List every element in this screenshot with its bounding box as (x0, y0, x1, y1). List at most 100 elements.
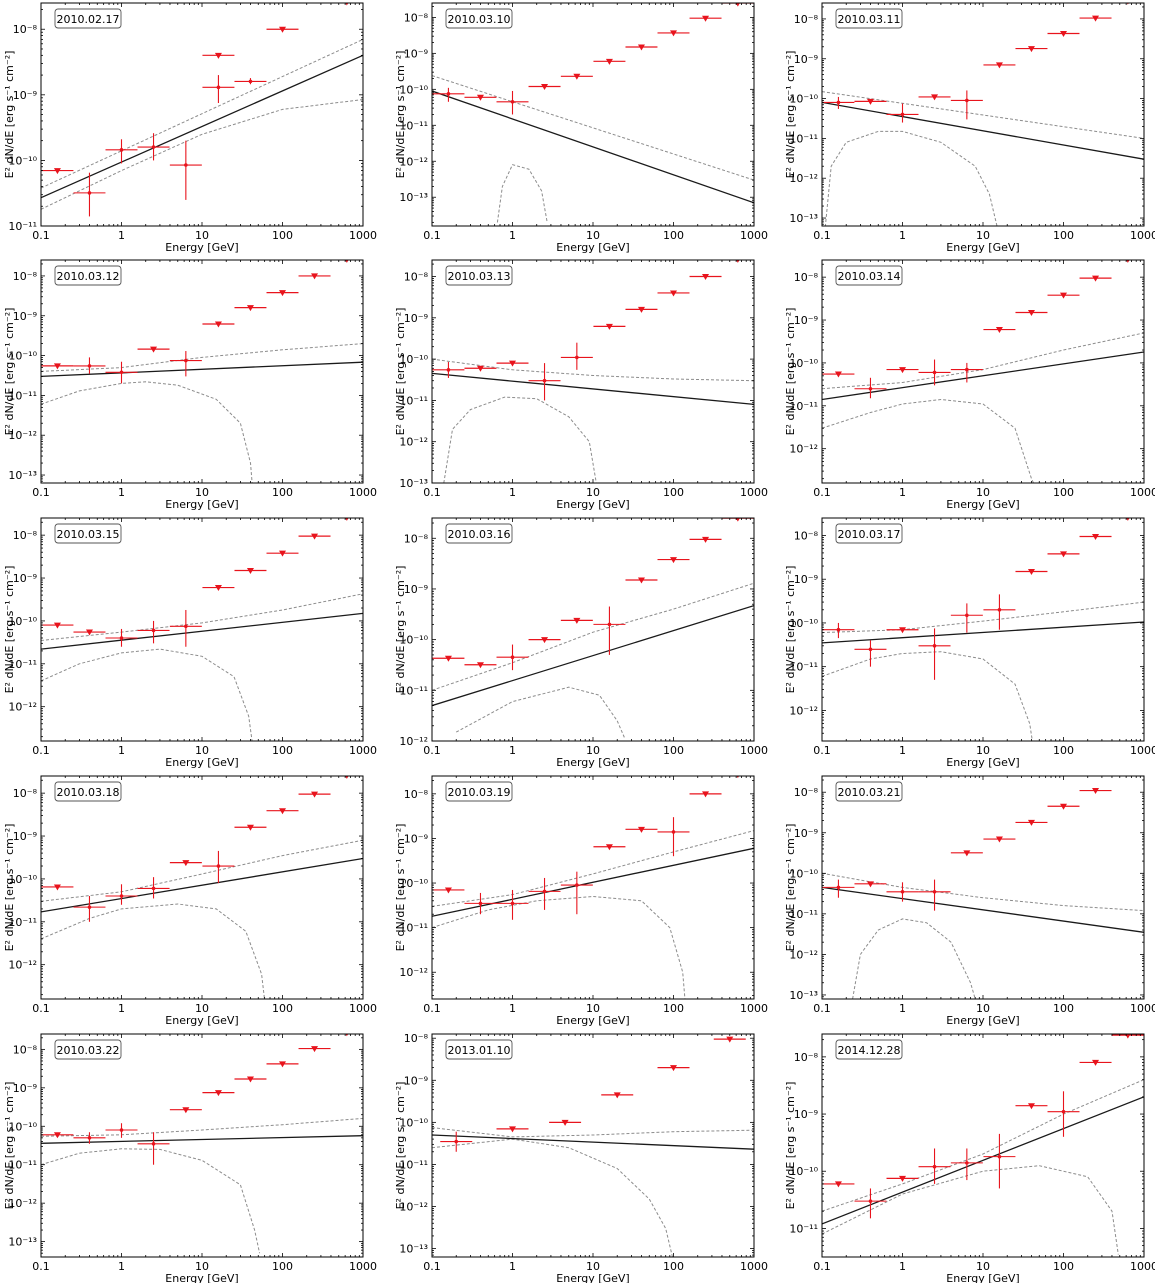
date-label-box (445, 781, 513, 802)
y-tick-label: 10⁻¹¹ (399, 119, 428, 132)
x-tick-label: 1000 (1130, 1260, 1155, 1273)
data-point (119, 894, 124, 898)
data-point (932, 1164, 937, 1169)
data-point (510, 901, 515, 906)
y-tick-label: 10⁻⁹ (13, 89, 37, 102)
data-point (119, 370, 124, 375)
x-tick-label: 1 (899, 229, 906, 242)
upper-limit-marker (995, 62, 1003, 69)
data-point (119, 1128, 124, 1132)
y-tick-label: 10⁻⁹ (404, 1074, 428, 1087)
x-tick-label: 1 (899, 1260, 906, 1273)
data-point (542, 378, 547, 383)
x-tick-label: 100 (1053, 229, 1074, 242)
upper-limit-marker (866, 98, 874, 105)
date-label-box (445, 8, 513, 29)
data-point (900, 112, 905, 117)
upper-limit-marker (736, 776, 740, 779)
y-tick-label: 10⁻¹¹ (8, 220, 37, 233)
upper-limit-marker (637, 306, 645, 313)
x-axis-label: Energy [GeV] (556, 1272, 629, 1283)
date-label-box (835, 8, 903, 29)
plot-area (822, 1034, 1144, 1255)
x-tick-label: 1 (509, 229, 516, 242)
upper-limit-marker (246, 824, 254, 831)
upper-limit-marker (735, 3, 740, 7)
upper-limit-marker (1027, 819, 1035, 826)
upper-limit-marker (476, 94, 484, 101)
data-point (151, 145, 156, 149)
x-axis-label: Energy [GeV] (165, 1014, 238, 1027)
x-tick-label: 10 (195, 744, 209, 757)
y-tick-label: 10⁻⁹ (13, 572, 37, 585)
x-tick-label: 1 (509, 486, 516, 499)
upper-limit-marker (1027, 309, 1035, 316)
axes-frame (40, 517, 364, 742)
x-tick-label: 100 (272, 1260, 293, 1273)
x-tick-label: 10 (195, 1260, 209, 1273)
data-point (446, 92, 451, 96)
x-tick-label: 10 (195, 229, 209, 242)
date-label: 2010.03.14 (838, 270, 901, 283)
y-tick-label: 10⁻⁸ (794, 786, 819, 799)
sed-panel-2014.12.28: 0.1 1 10 100 1000 Energy [GeV] 10⁻¹¹ 10⁻¹⁰ 10⁻⁹ 1… (784, 1033, 1155, 1283)
sed-panel-2010.03.18: 0.1 1 10 100 1000 Energy [GeV] 10⁻¹² 10⁻¹¹ 10⁻¹⁰… (3, 775, 377, 1027)
plot-area (41, 3, 363, 217)
y-tick-label: 10⁻¹⁰ (789, 93, 818, 106)
upper-limit-marker (1060, 551, 1067, 558)
band-lower-line (443, 396, 597, 483)
y-tick-label: 10⁻⁹ (404, 583, 428, 596)
x-tick-label: 1000 (740, 229, 768, 242)
y-tick-label: 10⁻¹³ (789, 989, 818, 1002)
y-tick-label: 10⁻¹¹ (789, 400, 818, 413)
data-point (900, 889, 905, 894)
axes-frame (431, 259, 755, 484)
date-label: 2010.03.22 (57, 1044, 120, 1057)
x-tick-label: 0.1 (813, 1260, 831, 1273)
y-tick-label: 10⁻¹² (8, 1197, 37, 1210)
y-tick-label: 10⁻⁸ (13, 23, 38, 36)
y-tick-label: 10⁻¹³ (8, 469, 37, 482)
x-tick-label: 10 (976, 1002, 990, 1015)
data-point (965, 98, 969, 103)
upper-limit-marker (345, 518, 349, 521)
y-tick-label: 10⁻⁹ (404, 832, 428, 845)
model-line (822, 101, 1144, 160)
model-line (432, 1134, 754, 1150)
data-point (87, 905, 92, 909)
band-upper-line (41, 593, 363, 641)
y-tick-label: 10⁻¹³ (789, 212, 818, 225)
y-tick-label: 10⁻¹² (8, 701, 37, 714)
x-axis-label: Energy [GeV] (165, 498, 238, 511)
band-lower-line (822, 651, 1033, 741)
upper-limit-marker (1092, 275, 1100, 282)
x-tick-label: 100 (663, 1002, 684, 1015)
y-axis-label: E² dN/dE [erg s⁻¹ cm⁻²] (394, 51, 407, 179)
axes-frame (821, 517, 1145, 742)
y-tick-label: 10⁻¹¹ (8, 658, 37, 671)
y-tick-label: 10⁻¹² (399, 155, 428, 168)
data-point (87, 1136, 92, 1140)
upper-limit-marker (573, 73, 581, 80)
date-label-box (54, 8, 122, 29)
x-tick-label: 0.1 (813, 229, 831, 242)
model-line (822, 886, 1144, 933)
upper-limit-marker (963, 850, 971, 857)
upper-limit-marker (345, 260, 349, 263)
model-line (822, 1096, 1144, 1225)
upper-limit-marker (670, 290, 677, 297)
data-point (868, 647, 873, 652)
x-tick-label: 10 (195, 486, 209, 499)
y-tick-label: 10⁻⁸ (404, 271, 429, 284)
x-tick-label: 100 (272, 744, 293, 757)
data-point (184, 163, 188, 167)
y-tick-label: 10⁻⁹ (13, 830, 37, 843)
x-axis-label: Energy [GeV] (556, 241, 629, 254)
x-tick-label: 0.1 (32, 1002, 50, 1015)
y-axis-label: E² dN/dE [erg s⁻¹ cm⁻²] (394, 308, 407, 436)
band-lower-line (41, 903, 265, 999)
x-tick-label: 10 (586, 744, 600, 757)
data-point (836, 100, 841, 105)
upper-limit-marker (53, 363, 61, 370)
band-upper-line (432, 1127, 754, 1138)
